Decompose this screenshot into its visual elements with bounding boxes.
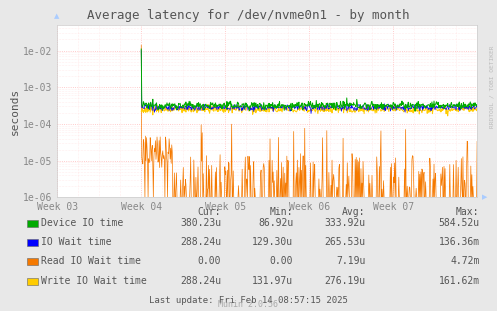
Text: 7.19u: 7.19u (336, 256, 365, 266)
Text: Avg:: Avg: (342, 207, 365, 217)
Text: 276.19u: 276.19u (324, 276, 365, 285)
Text: Min:: Min: (270, 207, 293, 217)
Text: 288.24u: 288.24u (180, 276, 221, 285)
Text: Average latency for /dev/nvme0n1 - by month: Average latency for /dev/nvme0n1 - by mo… (87, 9, 410, 22)
Text: Cur:: Cur: (198, 207, 221, 217)
Text: IO Wait time: IO Wait time (41, 237, 112, 247)
Text: 265.53u: 265.53u (324, 237, 365, 247)
Text: 0.00: 0.00 (198, 256, 221, 266)
Text: RRDTOOL / TOBI OETIKER: RRDTOOL / TOBI OETIKER (490, 46, 495, 128)
Text: ▶: ▶ (482, 194, 488, 201)
Text: Write IO Wait time: Write IO Wait time (41, 276, 147, 285)
Text: 288.24u: 288.24u (180, 237, 221, 247)
Text: 4.72m: 4.72m (450, 256, 480, 266)
Text: 129.30u: 129.30u (252, 237, 293, 247)
Text: 136.36m: 136.36m (438, 237, 480, 247)
Text: Last update: Fri Feb 14 08:57:15 2025: Last update: Fri Feb 14 08:57:15 2025 (149, 296, 348, 304)
Text: 86.92u: 86.92u (258, 218, 293, 228)
Text: 0.00: 0.00 (270, 256, 293, 266)
Text: Max:: Max: (456, 207, 480, 217)
Text: Munin 2.0.56: Munin 2.0.56 (219, 300, 278, 309)
Text: 380.23u: 380.23u (180, 218, 221, 228)
Y-axis label: seconds: seconds (10, 88, 20, 135)
Text: Read IO Wait time: Read IO Wait time (41, 256, 141, 266)
Text: 161.62m: 161.62m (438, 276, 480, 285)
Text: ▲: ▲ (55, 13, 60, 19)
Text: 131.97u: 131.97u (252, 276, 293, 285)
Text: 333.92u: 333.92u (324, 218, 365, 228)
Text: Device IO time: Device IO time (41, 218, 123, 228)
Text: 584.52u: 584.52u (438, 218, 480, 228)
